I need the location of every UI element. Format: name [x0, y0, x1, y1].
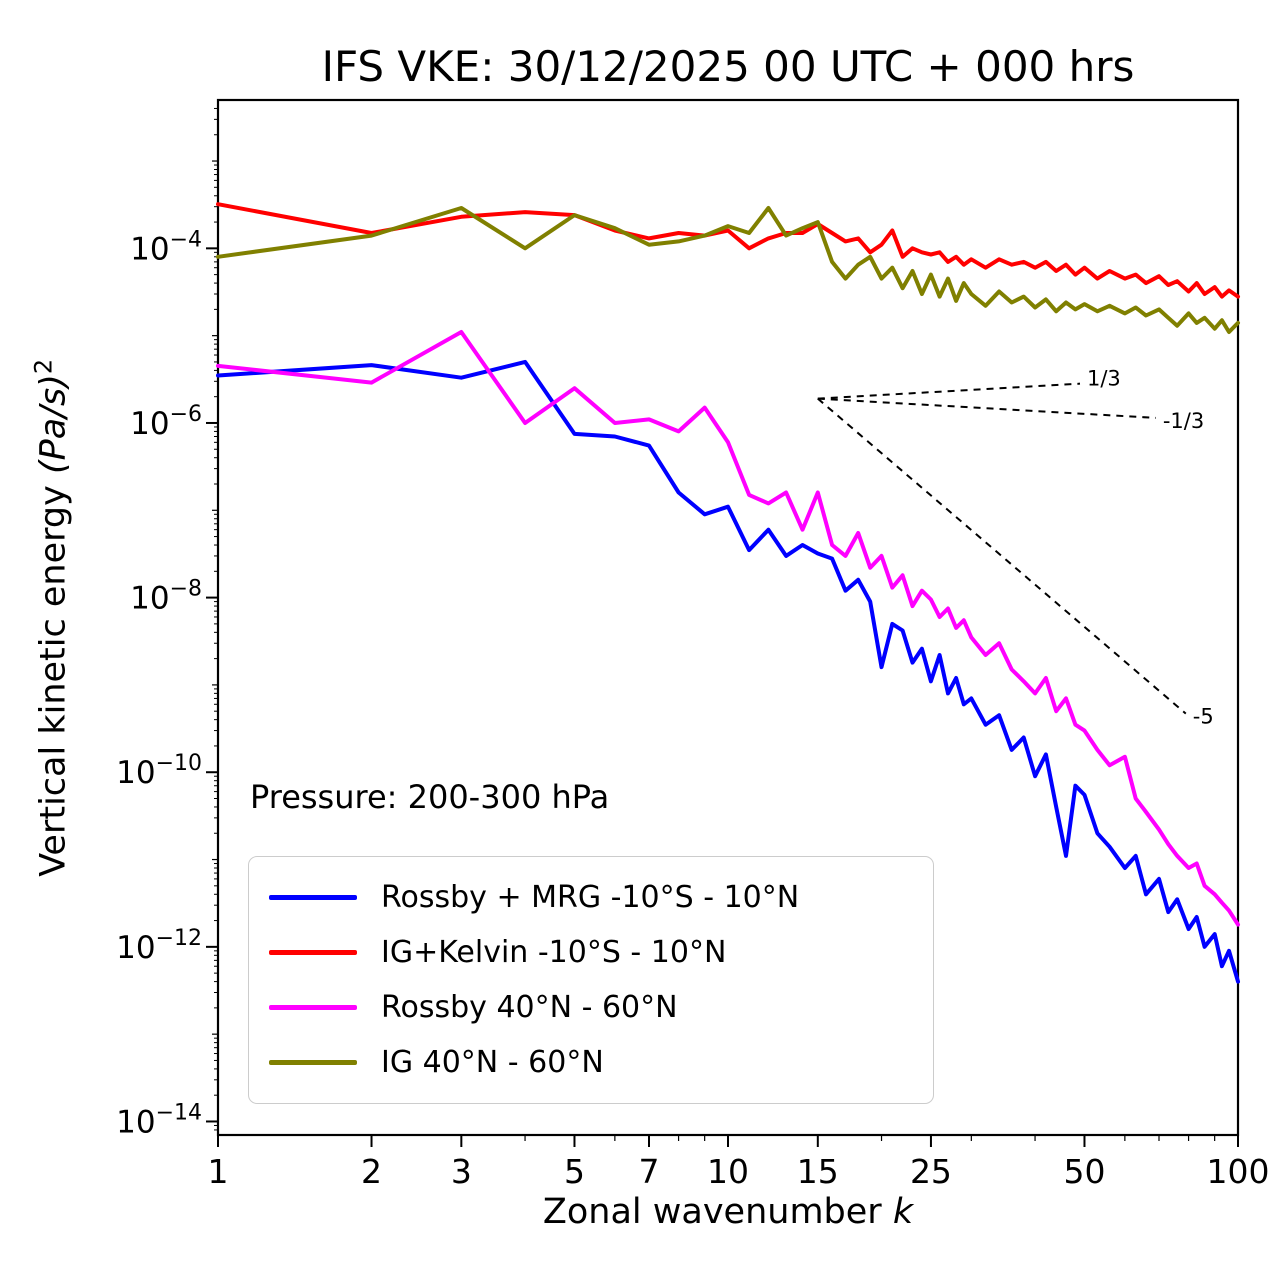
chart-title: IFS VKE: 30/12/2025 00 UTC + 000 hrs: [321, 42, 1135, 91]
x-tick-label: 100: [1207, 1152, 1270, 1191]
x-tick-label: 10: [707, 1152, 749, 1191]
reference-line-label: -5: [1193, 705, 1214, 729]
y-axis-label: Vertical kinetic energy (Pa/s)2: [30, 100, 74, 1135]
x-tick-label: 15: [797, 1152, 839, 1191]
reference-line: [817, 397, 1156, 419]
series-line: [216, 206, 1240, 334]
x-tick-label: 3: [451, 1152, 472, 1191]
y-tick-label: 10−4: [130, 227, 202, 267]
x-tick-label: 1: [208, 1152, 229, 1191]
legend-item: Rossby + MRG -10°S - 10°N: [249, 870, 933, 925]
legend-item: IG 40°N - 60°N: [249, 1035, 933, 1090]
legend-label: Rossby 40°N - 60°N: [381, 990, 678, 1025]
x-tick-label: 7: [639, 1152, 660, 1191]
legend-swatch: [269, 1005, 357, 1010]
x-tick-label: 25: [910, 1152, 952, 1191]
x-axis-label: Zonal wavenumber k: [218, 1192, 1238, 1232]
legend-label: IG+Kelvin -10°S - 10°N: [381, 935, 727, 970]
legend-swatch: [269, 950, 357, 955]
x-axis-label-text: Zonal wavenumber: [542, 1192, 893, 1232]
reference-line-label: -1/3: [1163, 409, 1204, 433]
legend: Rossby + MRG -10°S - 10°N IG+Kelvin -10°S…: [248, 856, 934, 1104]
x-tick-label: 50: [1063, 1152, 1105, 1191]
y-axis-label-units: (Pa/s): [33, 374, 74, 475]
legend-swatch: [269, 1060, 357, 1065]
legend-swatch: [269, 895, 357, 900]
legend-item: Rossby 40°N - 60°N: [249, 980, 933, 1035]
y-axis-label-text: Vertical kinetic energy: [33, 474, 74, 877]
series-lines: [216, 202, 1240, 984]
reference-line-label: 1/3: [1087, 367, 1121, 391]
legend-label: Rossby + MRG -10°S - 10°N: [381, 880, 800, 915]
reference-line: [817, 397, 1187, 715]
legend-item: IG+Kelvin -10°S - 10°N: [249, 925, 933, 980]
reference-line: [817, 382, 1081, 400]
series-line: [216, 202, 1240, 299]
x-tick-label: 5: [564, 1152, 585, 1191]
x-axis-label-symbol: k: [892, 1192, 914, 1232]
y-axis-label-exponent: 2: [29, 358, 58, 375]
series-line: [216, 359, 1240, 984]
legend-label: IG 40°N - 60°N: [381, 1045, 604, 1080]
reference-slope-lines: 1/3 -1/3 -5: [817, 367, 1214, 729]
x-axis-ticks: 1 2 3 5 7 10 15 25 50 100: [208, 1135, 1270, 1191]
pressure-annotation: Pressure: 200-300 hPa: [250, 778, 610, 816]
x-tick-label: 2: [361, 1152, 382, 1191]
series-line: [216, 330, 1240, 927]
y-tick-label: 10−6: [130, 402, 202, 442]
